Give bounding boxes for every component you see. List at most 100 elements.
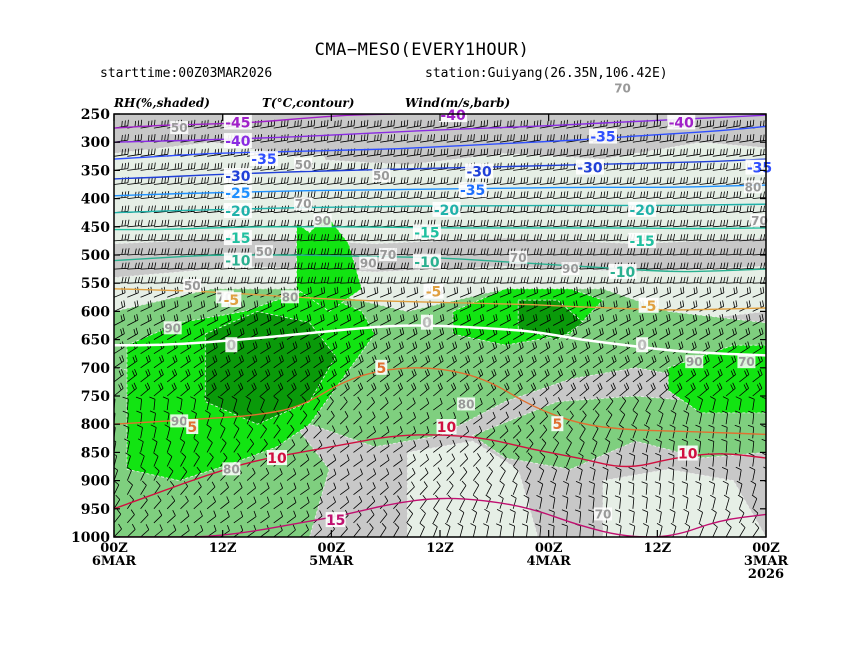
wind-barb: [726, 162, 742, 171]
wind-barb: [473, 453, 482, 467]
wind-barb: [579, 368, 590, 383]
wind-barb: [380, 191, 396, 199]
wind-barb: [233, 314, 245, 326]
wind-barb: [153, 233, 170, 242]
wind-barb: [180, 262, 197, 270]
contour-label: 10: [678, 447, 698, 463]
wind-barb: [393, 176, 409, 185]
contour-label-box: [420, 314, 433, 330]
wind-barb: [339, 382, 350, 397]
wind-barb: [725, 286, 738, 298]
wind-barb: [668, 481, 675, 495]
rh-label: 80: [282, 290, 299, 304]
y-tick-label: 1000: [71, 530, 110, 546]
wind-barb: [206, 368, 218, 383]
wind-barb: [419, 119, 435, 129]
wind-barb: [486, 480, 492, 495]
contour-label-box: [223, 133, 252, 149]
wind-barb: [260, 438, 268, 453]
wind-barb: [286, 453, 296, 467]
wind-barb: [127, 262, 143, 270]
wind-barb: [592, 355, 604, 369]
wind-barb: [273, 341, 285, 355]
rh-label-layer: 5050505050707070707070808080809090909090…: [163, 81, 769, 521]
wind-barb: [672, 233, 689, 242]
wind-barb: [739, 205, 755, 214]
contour-label-box: [458, 182, 487, 198]
wind-barb: [526, 314, 538, 326]
rh-label: 90: [171, 414, 188, 428]
wind-barb: [233, 382, 244, 397]
wind-barb: [313, 468, 323, 481]
wind-barb: [699, 119, 715, 129]
wind-barb: [526, 219, 542, 228]
wind-barb: [353, 425, 363, 439]
contour-label-box: [638, 297, 659, 313]
wind-barb: [393, 495, 402, 510]
wind-barb: [659, 219, 675, 228]
wind-barb: [140, 355, 151, 369]
wind-barb: [699, 368, 710, 383]
wind-barb: [726, 114, 729, 115]
station-label: station:Guiyang(26.35N,106.42E): [425, 66, 668, 81]
wind-barb: [127, 523, 136, 537]
wind-barb: [682, 424, 689, 439]
wind-barb: [260, 262, 276, 270]
wind-barb: [723, 494, 730, 509]
wind-barb: [313, 368, 324, 383]
wind-barb: [406, 205, 422, 214]
wind-barb: [539, 191, 555, 199]
rh-label: 90: [360, 256, 377, 270]
wind-barb: [366, 411, 376, 425]
wind-barb: [725, 327, 737, 340]
wind-barb: [566, 233, 582, 242]
wind-barb: [206, 481, 216, 495]
wind-barb: [712, 248, 729, 256]
wind-barb: [619, 134, 635, 143]
wind-barb: [340, 162, 356, 171]
wind-barb: [366, 468, 377, 481]
wind-barb: [167, 162, 183, 171]
wind-barb: [114, 119, 129, 129]
wind-barb: [486, 119, 502, 129]
wind-barb: [659, 114, 662, 115]
wind-barb: [419, 508, 426, 524]
wind-barb: [548, 523, 555, 537]
wind-barb: [699, 314, 711, 326]
wind-barb: [166, 368, 178, 383]
rh-label: 70: [738, 355, 755, 369]
wind-barb: [606, 191, 622, 199]
wind-barb: [765, 198, 766, 199]
wind-barb: [721, 439, 728, 453]
wind-barb: [471, 508, 478, 524]
wind-barb: [379, 509, 388, 524]
wind-barb: [273, 524, 283, 537]
wind-barb: [592, 438, 598, 453]
wind-barb: [699, 205, 715, 214]
wind-barb: [353, 454, 363, 467]
wind-barb: [207, 114, 210, 115]
wind-barb: [725, 355, 737, 369]
x-tick-label: 4MAR: [527, 554, 572, 569]
wind-barb: [406, 355, 417, 369]
wind-barb: [339, 482, 350, 496]
wind-barb: [606, 176, 622, 185]
wind-barb: [153, 262, 170, 270]
wind-barb: [287, 114, 290, 115]
rh-label: 70: [595, 507, 612, 521]
wind-barb: [606, 148, 622, 157]
wind-barb: [672, 286, 685, 298]
wind-barb: [193, 119, 209, 129]
wind-barb: [553, 191, 569, 199]
wind-barb: [260, 276, 277, 284]
wind-barb: [459, 219, 476, 228]
wind-barb: [712, 176, 728, 185]
y-tick-label: 700: [81, 361, 110, 377]
wind-barb: [496, 509, 503, 523]
wind-barb: [646, 276, 662, 284]
wind-barb: [579, 219, 596, 228]
wind-barb: [153, 148, 169, 157]
wind-barb: [433, 382, 443, 397]
wind-barb: [326, 148, 342, 157]
wind-barb: [739, 341, 750, 355]
